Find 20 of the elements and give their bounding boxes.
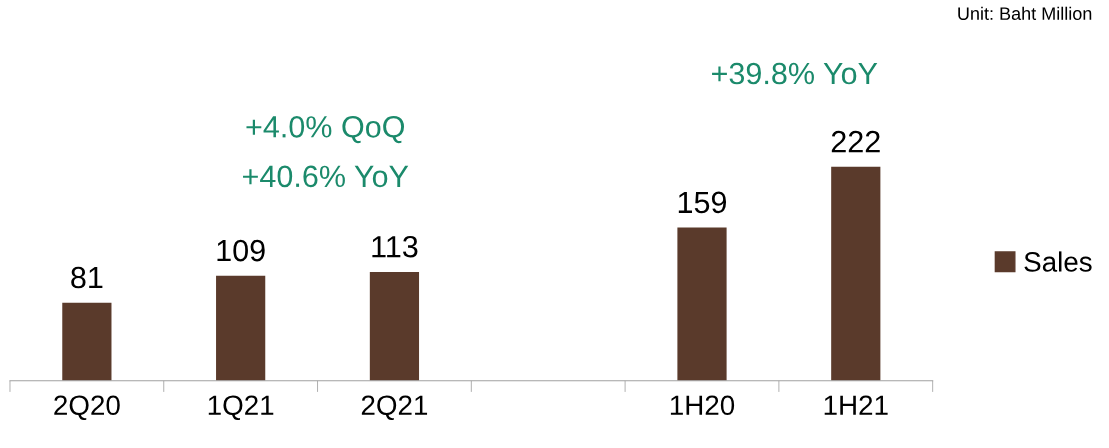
text: Unit: Baht Million: [958, 6, 1092, 20]
bar: [62, 302, 112, 381]
bar: [677, 227, 727, 381]
x-tick-label: 1Q21: [208, 395, 274, 421]
bar: [831, 166, 881, 381]
data-label: 109: [217, 239, 265, 262]
text: +4.0% QoQ: [246, 116, 405, 144]
data-label: 222: [831, 130, 880, 153]
text: +39.8% YoY: [712, 62, 878, 85]
x-tick-label: 1H20: [670, 395, 735, 416]
x-tick-label: 1H21: [824, 395, 888, 415]
bar: [216, 275, 266, 381]
legend-label: Sales: [1024, 251, 1092, 272]
x-tick-label: 2Q21: [361, 395, 428, 421]
data-label: 81: [71, 266, 103, 289]
bar: [369, 271, 420, 381]
data-label: 113: [372, 235, 418, 258]
x-tick-label: 2Q20: [54, 395, 120, 421]
annotation: +40.6% YoY: [243, 165, 409, 188]
data-label: 159: [678, 191, 727, 214]
